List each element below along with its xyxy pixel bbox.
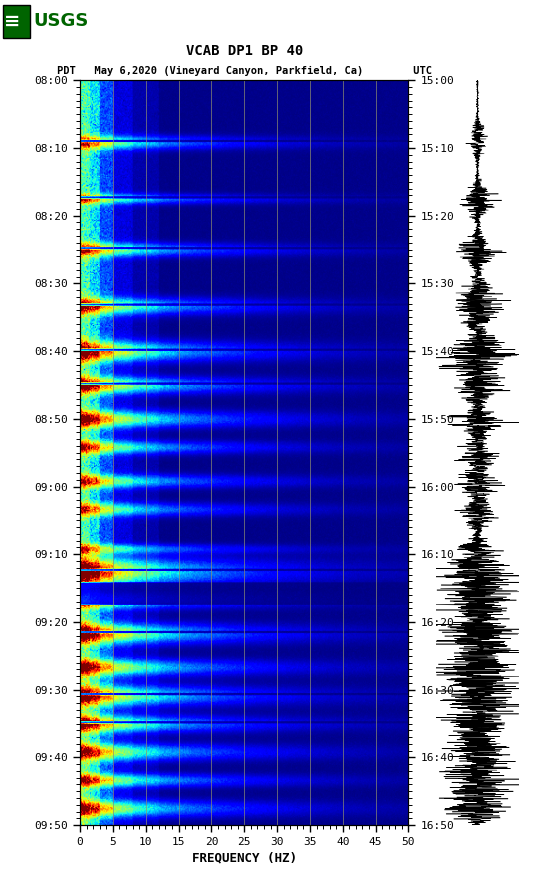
Text: VCAB DP1 BP 40: VCAB DP1 BP 40	[185, 44, 303, 58]
X-axis label: FREQUENCY (HZ): FREQUENCY (HZ)	[192, 851, 297, 864]
Text: PDT   May 6,2020 (Vineyard Canyon, Parkfield, Ca)        UTC: PDT May 6,2020 (Vineyard Canyon, Parkfie…	[57, 66, 432, 76]
Text: ≡: ≡	[3, 12, 20, 31]
FancyBboxPatch shape	[3, 4, 30, 38]
Text: USGS: USGS	[33, 12, 88, 30]
